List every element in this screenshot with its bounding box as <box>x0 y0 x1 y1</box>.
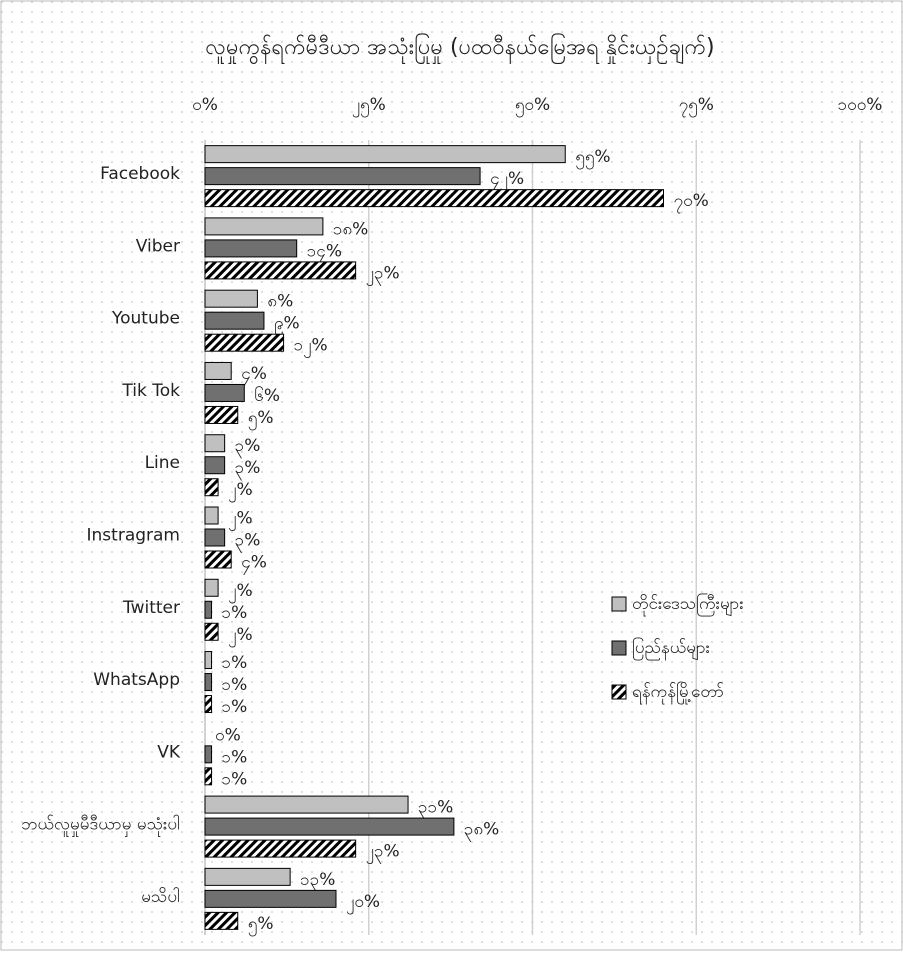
x-tick-label: ၁၀၀% <box>838 95 883 115</box>
bar <box>204 311 265 330</box>
data-label: ၄၂% <box>490 169 524 192</box>
bar <box>204 405 239 424</box>
legend-swatch <box>611 640 627 656</box>
bar <box>204 622 219 641</box>
legend-swatch <box>611 596 627 612</box>
data-label: ၂၃% <box>366 842 400 865</box>
data-label: ၁% <box>222 769 248 789</box>
data-label: ၃၁% <box>418 798 453 821</box>
bar <box>204 383 245 402</box>
data-label: ၈% <box>267 292 293 312</box>
data-label: ၁% <box>222 675 248 695</box>
chart-title: လူမှုကွန်ရက်မီဒီယာ အသုံးပြုမှု (ပထဝီနယ်မ… <box>205 33 714 65</box>
bar <box>204 528 226 547</box>
legend-swatch <box>611 684 627 700</box>
bar <box>204 167 481 186</box>
data-label: ၄% <box>241 553 267 576</box>
y-tick-label: VK <box>157 742 181 762</box>
data-label: ၃% <box>235 458 261 481</box>
bar <box>204 745 213 764</box>
data-label: ၆% <box>254 385 280 406</box>
data-label: ၂% <box>228 509 253 532</box>
bar <box>204 673 213 692</box>
legend-label: တိုင်းဒေသကြီးများ <box>632 592 744 617</box>
data-label: ၁% <box>222 697 248 717</box>
data-label: ၅၅% <box>575 147 610 170</box>
bar <box>204 478 219 497</box>
bar <box>204 434 226 453</box>
data-label: ၂% <box>228 625 253 648</box>
bar <box>204 600 213 619</box>
data-label: ၁% <box>222 747 248 767</box>
data-label: ၁၈% <box>333 219 368 239</box>
bar <box>204 506 219 525</box>
y-tick-label: Facebook <box>100 164 180 184</box>
data-label: ၃% <box>235 436 261 459</box>
data-label: ၂၀% <box>346 892 380 915</box>
data-label: ၇၀% <box>674 191 709 214</box>
bar <box>204 817 455 836</box>
x-tick-label: ၀% <box>192 95 218 115</box>
bar <box>204 333 285 352</box>
legend-label: ရန်ကုန်မြို့တော် <box>632 680 724 705</box>
data-label: ၁၂% <box>294 336 328 359</box>
data-label: ၄% <box>241 364 267 387</box>
bar <box>204 795 409 814</box>
bar <box>204 578 219 597</box>
y-tick-label: Twitter <box>122 598 180 618</box>
bar <box>204 767 213 786</box>
bar <box>204 839 357 858</box>
data-label: ၂% <box>228 480 253 503</box>
y-tick-label: Instragram <box>87 526 180 546</box>
data-label: ၁၄% <box>307 241 342 264</box>
bar <box>204 911 239 930</box>
y-tick-label: Line <box>145 453 180 473</box>
data-label: ၅% <box>248 914 274 937</box>
bar <box>204 651 213 670</box>
data-label: ၂% <box>228 581 253 604</box>
bar <box>204 189 664 208</box>
bar <box>204 239 298 258</box>
bar <box>204 889 337 908</box>
bar <box>204 695 213 714</box>
y-tick-label: Youtube <box>111 309 180 329</box>
y-tick-label: ဘယ်လူမှုမီဒီယာမှ မသုံးပါ <box>21 814 180 838</box>
bar <box>204 867 291 886</box>
bar <box>204 456 226 475</box>
bar <box>204 261 357 280</box>
bar <box>204 145 566 164</box>
data-label: ၃၈% <box>464 820 499 843</box>
x-tick-label: ၅၀% <box>515 95 550 118</box>
data-label: ၀% <box>215 725 241 745</box>
x-tick-label: ၂၅% <box>352 95 386 118</box>
bar <box>204 361 232 380</box>
data-label: ၂၃% <box>366 263 400 286</box>
y-tick-label: Viber <box>136 236 180 256</box>
bar <box>204 550 232 569</box>
data-label: ၉% <box>274 314 300 337</box>
data-label: ၁% <box>222 653 248 673</box>
legend-label: ပြည်နယ်များ <box>632 636 710 661</box>
x-tick-label: ၇၅% <box>679 95 714 118</box>
bar <box>204 217 324 236</box>
y-tick-label: မသိပါ <box>141 886 180 907</box>
data-label: ၁% <box>222 603 248 623</box>
bar <box>204 289 258 308</box>
y-tick-label: Tik Tok <box>121 381 180 401</box>
data-label: ၁၃% <box>300 870 335 893</box>
data-label: ၃% <box>235 531 261 554</box>
y-tick-label: WhatsApp <box>93 670 180 690</box>
data-label: ၅% <box>248 408 274 431</box>
